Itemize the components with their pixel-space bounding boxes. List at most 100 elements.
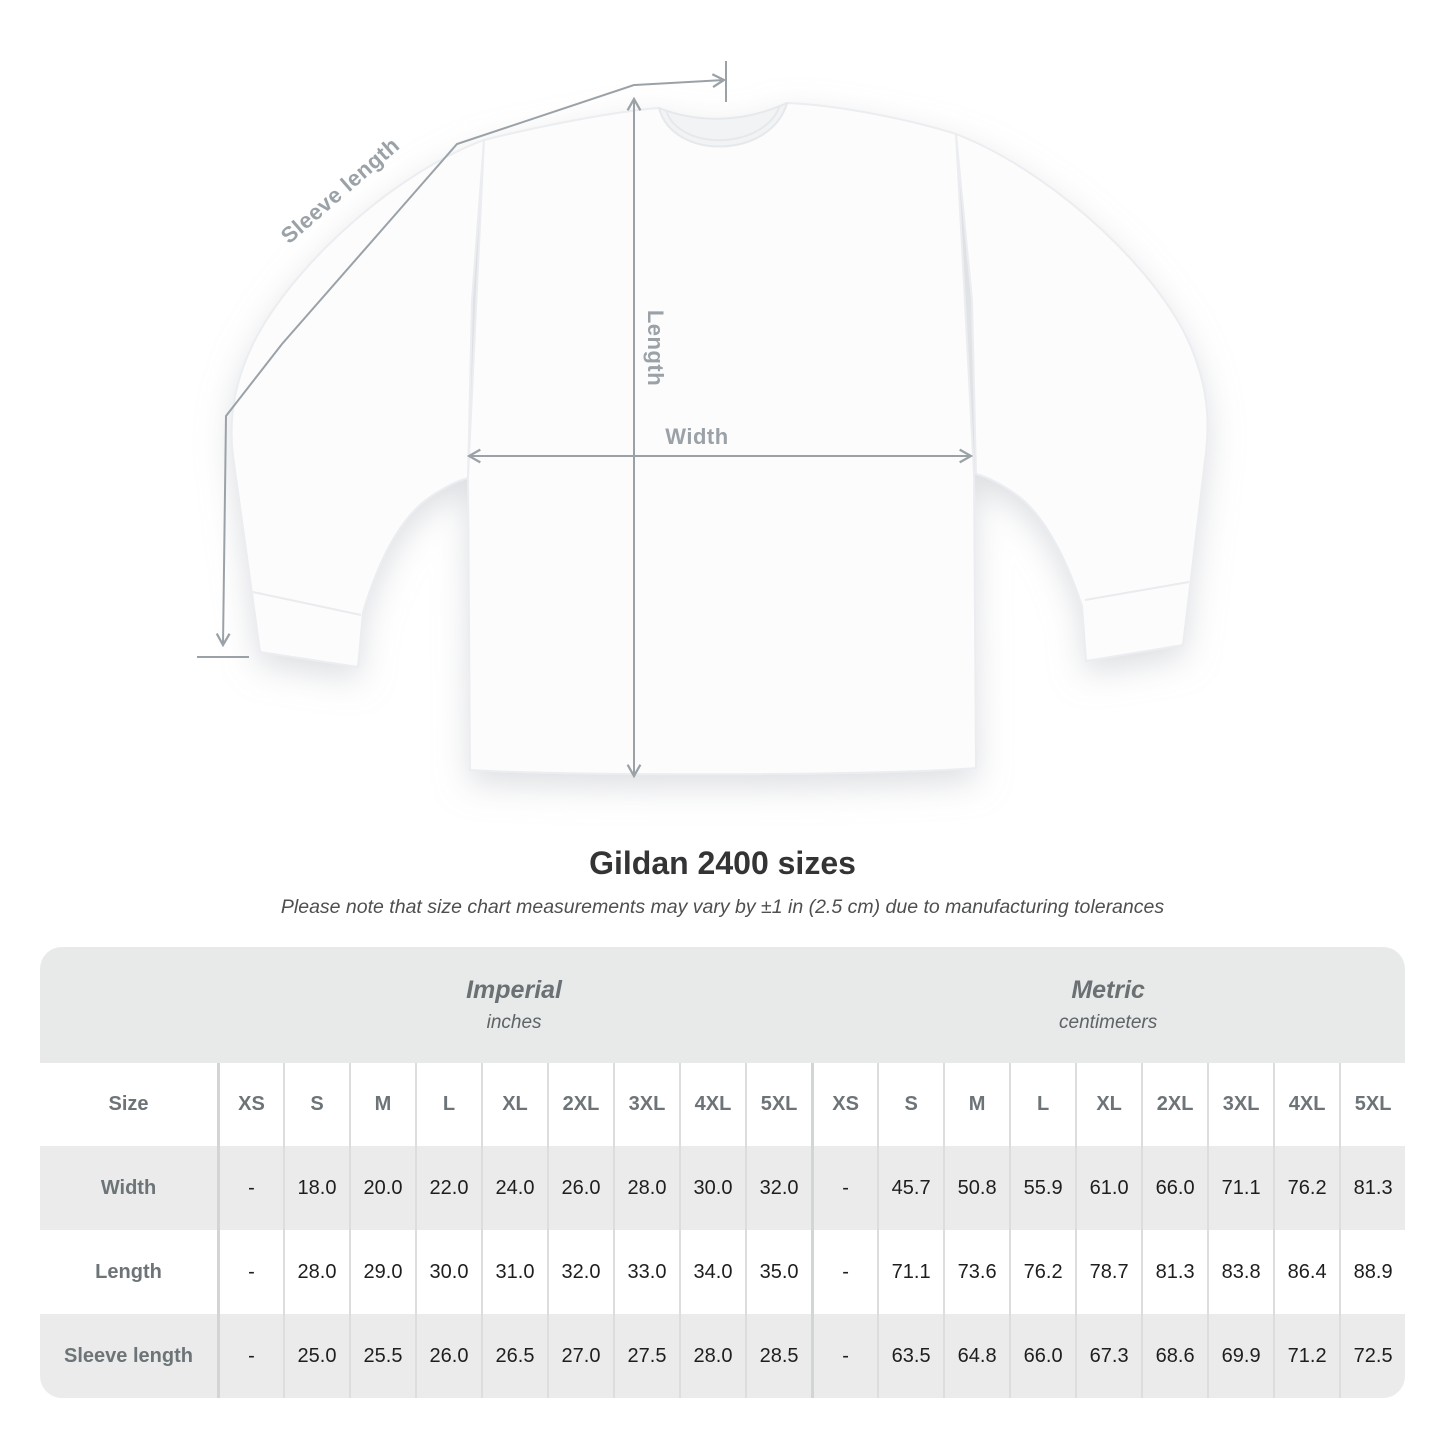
size-column-header: XS [811, 1063, 878, 1146]
measurement-cell: 69.9 [1207, 1314, 1274, 1398]
measurement-cell: 24.0 [481, 1146, 547, 1230]
right-cuff-seam [1084, 581, 1190, 601]
size-column-header: M [349, 1063, 415, 1146]
measurement-cell: 66.0 [1009, 1314, 1076, 1398]
measurement-cell: 81.3 [1339, 1146, 1405, 1230]
measurement-cell: 25.0 [283, 1314, 349, 1398]
measurement-cell: 76.2 [1273, 1146, 1340, 1230]
left-sleeve [230, 139, 485, 668]
measurement-cell: 86.4 [1273, 1230, 1339, 1314]
length-label: Length [643, 310, 668, 386]
measurement-cell: 30.0 [415, 1230, 481, 1314]
measurement-cell: 63.5 [877, 1314, 944, 1398]
right-sleeve [955, 133, 1209, 662]
measurement-cell: 71.2 [1273, 1314, 1340, 1398]
sleeve-length-line [223, 80, 724, 645]
measurement-cell: 18.0 [283, 1146, 349, 1230]
long-sleeve-shirt-illustration: Sleeve length Length Width [197, 61, 1209, 835]
measurement-cell: - [217, 1314, 283, 1398]
measurement-row: Length -28.0 29.0 30.0 31.0 32.0 33.0 34.0 35.0-… [40, 1230, 1405, 1314]
measurement-cell: 72.5 [1339, 1314, 1405, 1398]
tolerance-note: Please note that size chart measurements… [280, 896, 1165, 918]
measurement-cell: 64.8 [943, 1314, 1010, 1398]
row-label: Sleeve length [40, 1314, 217, 1398]
measurement-cell: 81.3 [1141, 1230, 1207, 1314]
measurement-cell: 50.8 [943, 1146, 1010, 1230]
imperial-sublabel: inches [486, 1012, 542, 1033]
row-label: Width [40, 1146, 217, 1230]
measurement-cell: 61.0 [1075, 1146, 1142, 1230]
size-table: Imperial inches Metric centimeters Size … [40, 947, 1405, 1398]
size-column-header: M [943, 1063, 1010, 1146]
measurement-cell: - [811, 1230, 877, 1314]
size-column-header: 5XL [745, 1063, 812, 1146]
measurement-cell: 66.0 [1141, 1146, 1208, 1230]
measurement-cell: 33.0 [613, 1230, 679, 1314]
metric-group-header: Metric centimeters [811, 947, 1405, 1063]
measurement-cell: 78.7 [1075, 1230, 1141, 1314]
measurement-cell: 22.0 [415, 1146, 481, 1230]
measurement-lines [197, 61, 971, 776]
measurement-cell: 28.5 [745, 1314, 812, 1398]
metric-label: Metric [1071, 976, 1145, 1004]
measurement-cell: 26.5 [481, 1314, 547, 1398]
measurement-cell: - [811, 1146, 878, 1230]
measurement-cell: - [217, 1230, 283, 1314]
page-title: Gildan 2400 sizes [589, 845, 856, 881]
size-column-header: S [877, 1063, 944, 1146]
measurement-cell: 88.9 [1339, 1230, 1405, 1314]
measurement-cell: 73.6 [943, 1230, 1009, 1314]
size-column-header: XL [1075, 1063, 1142, 1146]
measurement-cell: 28.0 [679, 1314, 745, 1398]
measurement-cell: 34.0 [679, 1230, 745, 1314]
size-column-header: L [1009, 1063, 1076, 1146]
size-column-header: 3XL [613, 1063, 679, 1146]
measurement-rows: Width -18.0 20.0 22.0 24.0 26.0 28.0 30.0 32.0-4… [40, 1146, 1405, 1398]
measurement-cell: 25.5 [349, 1314, 415, 1398]
measurement-cell: 35.0 [745, 1230, 811, 1314]
measurement-cell: 31.0 [481, 1230, 547, 1314]
measurement-cell: 68.6 [1141, 1314, 1208, 1398]
measurement-cell: 67.3 [1075, 1314, 1142, 1398]
measurement-cell: 27.5 [613, 1314, 679, 1398]
measurement-cell: 28.0 [613, 1146, 679, 1230]
imperial-group-header: Imperial inches [217, 947, 812, 1063]
measurement-cell: 32.0 [745, 1146, 812, 1230]
measurement-cell: 83.8 [1207, 1230, 1273, 1314]
size-column-header: 2XL [1141, 1063, 1208, 1146]
measurement-cell: 29.0 [349, 1230, 415, 1314]
size-column-header: 5XL [1339, 1063, 1405, 1146]
measurement-cell: 71.1 [877, 1230, 943, 1314]
size-column-header: XS [217, 1063, 283, 1146]
metric-sublabel: centimeters [1059, 1012, 1158, 1033]
measurement-row: Width -18.0 20.0 22.0 24.0 26.0 28.0 30.0 32.0-4… [40, 1146, 1405, 1230]
size-column-header: 4XL [1273, 1063, 1340, 1146]
band-spacer [40, 947, 217, 1063]
size-column-header-title: Size [40, 1063, 217, 1146]
measurement-cell: - [811, 1314, 878, 1398]
size-table-grid: Imperial inches Metric centimeters Size … [40, 947, 1405, 1398]
measurement-cell: 28.0 [283, 1230, 349, 1314]
measurement-cell: 55.9 [1009, 1146, 1076, 1230]
size-column-header: 3XL [1207, 1063, 1274, 1146]
size-column-header: 2XL [547, 1063, 613, 1146]
measurement-cell: 45.7 [877, 1146, 944, 1230]
measurement-cell: 20.0 [349, 1146, 415, 1230]
row-label: Length [95, 1260, 162, 1283]
size-header-row: Size XS S M L XL 2XL 3XL 4XL 5XL XS S M L XL 2XL 3XL 4XL… [40, 1063, 1405, 1146]
unit-group-row: Imperial inches Metric centimeters [40, 947, 1405, 1063]
shirt-diagram: Sleeve length Length Width [197, 61, 1209, 835]
measurement-cell: 27.0 [547, 1314, 613, 1398]
measurement-cell: 26.0 [415, 1314, 481, 1398]
measurement-cell: - [217, 1146, 283, 1230]
measurement-cell: 71.1 [1207, 1146, 1274, 1230]
measurement-cell: 76.2 [1009, 1230, 1075, 1314]
width-label: Width [665, 424, 728, 449]
measurement-cell: 32.0 [547, 1230, 613, 1314]
measurement-row: Sleeve length -25.0 25.5 26.0 26.5 27.0 27.5 28… [40, 1314, 1405, 1398]
measurement-cell: 26.0 [547, 1146, 613, 1230]
size-column-header: XL [481, 1063, 547, 1146]
size-column-header: S [283, 1063, 349, 1146]
size-column-header: L [415, 1063, 481, 1146]
